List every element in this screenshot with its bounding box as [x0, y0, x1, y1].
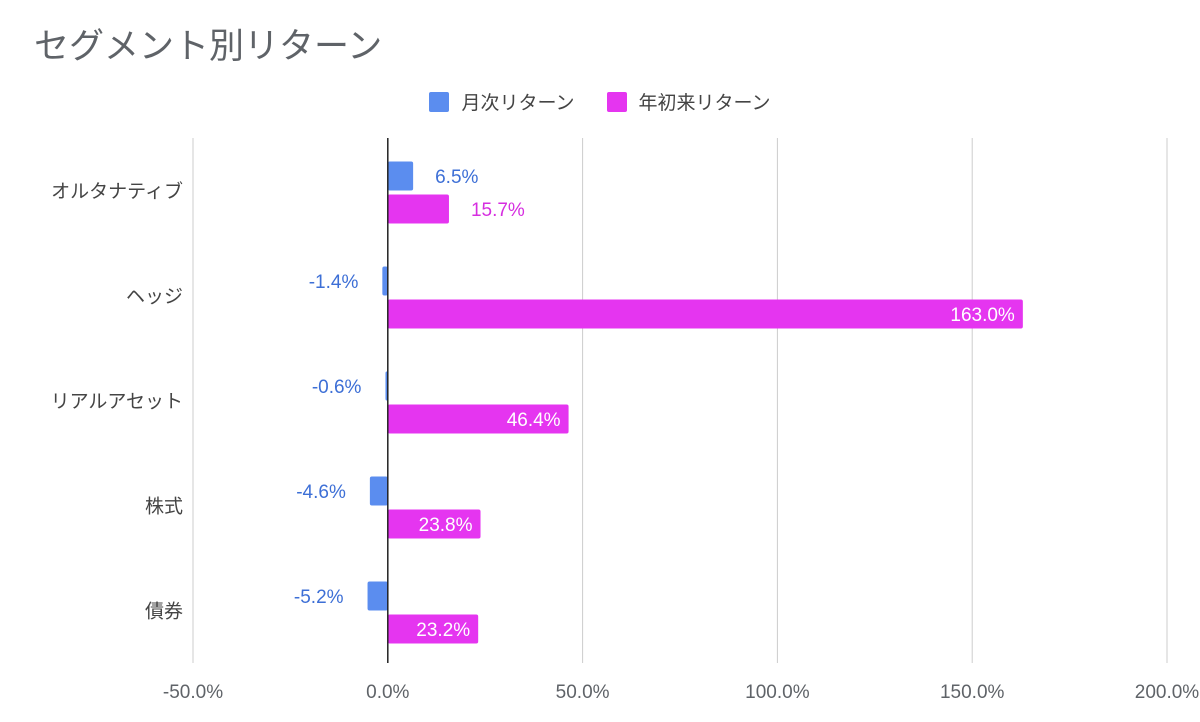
legend-swatch-ytd [606, 91, 627, 112]
bar-monthly [382, 266, 388, 296]
x-tick-label: -50.0% [163, 682, 223, 703]
category-label: リアルアセット [51, 391, 183, 413]
bar-ytd [387, 404, 569, 434]
value-label-monthly: -1.4% [309, 272, 359, 293]
value-label-monthly: -0.6% [312, 377, 362, 398]
category-label: ヘッジ [126, 286, 183, 308]
x-tick-label: 50.0% [556, 682, 610, 703]
category-label: 株式 [145, 496, 183, 518]
x-tick-label: 150.0% [940, 682, 1005, 703]
value-label-monthly: 6.5% [435, 167, 478, 188]
bar-ytd [387, 509, 481, 539]
bar-ytd [387, 299, 1023, 329]
bar-monthly [387, 161, 414, 191]
bar-monthly [369, 476, 388, 506]
legend-label-ytd: 年初来リターン [638, 92, 771, 114]
x-tick-label: 200.0% [1135, 682, 1200, 703]
category-label: 債券 [145, 601, 183, 623]
legend-swatch-monthly [429, 91, 450, 112]
value-label-ytd: 163.0% [950, 305, 1015, 326]
category-label: オルタナティブ [51, 180, 183, 203]
bar-monthly [367, 581, 388, 611]
legend-item-monthly[interactable]: 月次リターン [429, 88, 575, 115]
value-label-ytd: 23.2% [416, 620, 470, 641]
legend-label-monthly: 月次リターン [461, 92, 575, 114]
x-tick-label: 100.0% [745, 682, 810, 703]
bar-ytd [387, 194, 449, 224]
chart-title: セグメント別リターン [34, 27, 383, 67]
legend-item-ytd[interactable]: 年初来リターン [606, 88, 771, 115]
value-label-ytd: 23.8% [419, 515, 473, 536]
legend: 月次リターン 年初来リターン [0, 88, 1200, 115]
value-label-ytd: 15.7% [471, 200, 525, 221]
x-tick-label: 0.0% [366, 682, 409, 703]
value-label-monthly: -5.2% [294, 587, 344, 608]
value-label-monthly: -4.6% [296, 482, 346, 503]
bar-ytd [387, 614, 479, 644]
value-label-ytd: 46.4% [507, 410, 561, 431]
